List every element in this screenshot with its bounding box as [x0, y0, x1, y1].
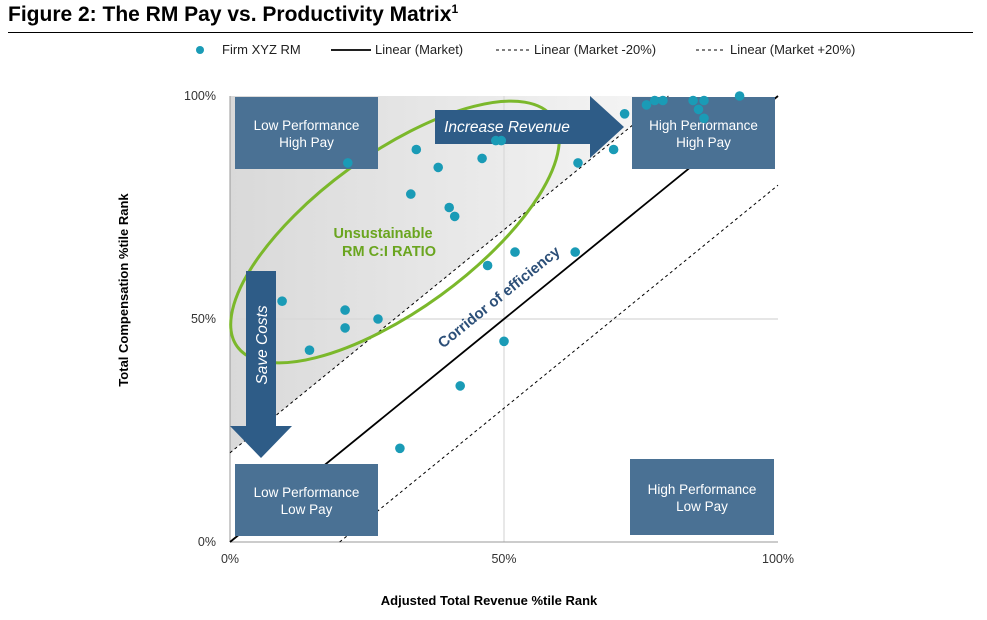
data-point	[343, 158, 353, 168]
data-point	[649, 95, 660, 106]
increase-revenue-label: Increase Revenue	[444, 119, 570, 136]
increase-revenue-arrow	[435, 96, 624, 158]
x-axis-label: Adjusted Total Revenue %tile Rank	[381, 593, 598, 608]
data-point	[641, 100, 652, 110]
legend-label: Linear (Market)	[375, 42, 463, 57]
legend-item-2: Linear (Market)	[331, 42, 463, 57]
legend-label: Linear (Market +20%)	[730, 42, 855, 57]
data-points	[277, 91, 745, 454]
quadrant-box-top-left: Low Performance High Pay	[235, 97, 378, 169]
data-point	[496, 135, 507, 146]
tick-labels: 0% 50% 100% 0% 50% 100%	[184, 89, 794, 566]
legend-item-3: Linear (Market -20%)	[496, 42, 656, 57]
quadrant-box-line: High Performance	[649, 118, 758, 133]
data-point	[688, 95, 698, 106]
y-tick-label: 0%	[198, 535, 216, 549]
quadrant-box-line: High Performance	[648, 482, 757, 497]
data-point	[433, 162, 444, 173]
data-point	[619, 109, 630, 119]
quadrant-box-line: High Pay	[676, 135, 731, 150]
data-point	[277, 296, 287, 307]
y-axis-label: Total Compensation %tile Rank	[116, 193, 131, 387]
unsustainable-label: Unsustainable	[333, 226, 432, 242]
data-point	[340, 305, 350, 315]
y-tick-label: 50%	[191, 312, 216, 326]
x-tick-label: 50%	[491, 552, 516, 566]
quadrant-box-bg	[630, 459, 774, 535]
legend-label: Linear (Market -20%)	[534, 42, 656, 57]
data-point	[455, 381, 466, 391]
data-point	[406, 189, 416, 199]
data-point	[477, 153, 487, 164]
legend: Firm XYZ RM Linear (Market) Linear (Market…	[196, 42, 855, 57]
data-point	[573, 158, 583, 168]
quadrant-box-bottom-right: High Performance Low Pay	[630, 459, 774, 535]
data-point	[482, 260, 493, 271]
quadrant-box-line: Low Pay	[281, 502, 333, 517]
quadrant-box-bg	[235, 97, 378, 169]
save-costs-arrow	[230, 271, 292, 458]
quadrant-box-line: High Pay	[279, 135, 334, 150]
legend-item-1: Firm XYZ RM	[196, 42, 301, 57]
data-point	[734, 91, 745, 101]
x-tick-label: 100%	[762, 552, 794, 566]
legend-item-4: Linear (Market +20%)	[696, 42, 855, 57]
figure-title-text: Figure 2: The RM Pay vs. Productivity Ma…	[8, 3, 452, 26]
data-point	[340, 323, 350, 333]
legend-label: Firm XYZ RM	[222, 42, 301, 57]
legend-dot-icon	[196, 46, 204, 54]
x-tick-label: 0%	[221, 552, 239, 566]
quadrant-box-bg	[632, 97, 775, 169]
data-point	[693, 104, 704, 115]
data-point	[395, 443, 405, 454]
data-point	[411, 144, 422, 155]
title-rule	[8, 32, 973, 33]
data-point	[658, 95, 668, 106]
data-point	[499, 336, 509, 347]
ratio-label: RM C:I RATIO	[342, 244, 436, 260]
trend-line-3	[229, 95, 669, 454]
quadrant-box-bottom-left: Low Performance Low Pay	[235, 464, 378, 536]
quadrant-box-line: Low Performance	[254, 118, 360, 133]
figure-title-footnote: 1	[451, 2, 459, 16]
quadrant-box-line: Low Pay	[676, 499, 728, 514]
save-costs-label: Save Costs	[254, 305, 271, 385]
trend-line-2	[339, 184, 779, 543]
quadrant-box-line: Low Performance	[254, 485, 360, 500]
y-tick-label: 100%	[184, 89, 216, 103]
quadrant-box-bg	[235, 464, 378, 536]
data-point	[444, 202, 455, 213]
data-point	[608, 144, 619, 155]
data-point	[449, 211, 460, 222]
figure-title: Figure 2: The RM Pay vs. Productivity Ma…	[8, 2, 458, 27]
data-point	[699, 95, 709, 106]
data-point	[373, 314, 383, 324]
direction-arrows: Increase Revenue Save Costs	[230, 96, 624, 458]
data-point	[570, 247, 580, 257]
data-point	[304, 345, 315, 356]
data-point	[699, 113, 709, 124]
quadrant-box-top-right: High Performance High Pay	[632, 97, 775, 169]
data-point	[510, 247, 520, 257]
